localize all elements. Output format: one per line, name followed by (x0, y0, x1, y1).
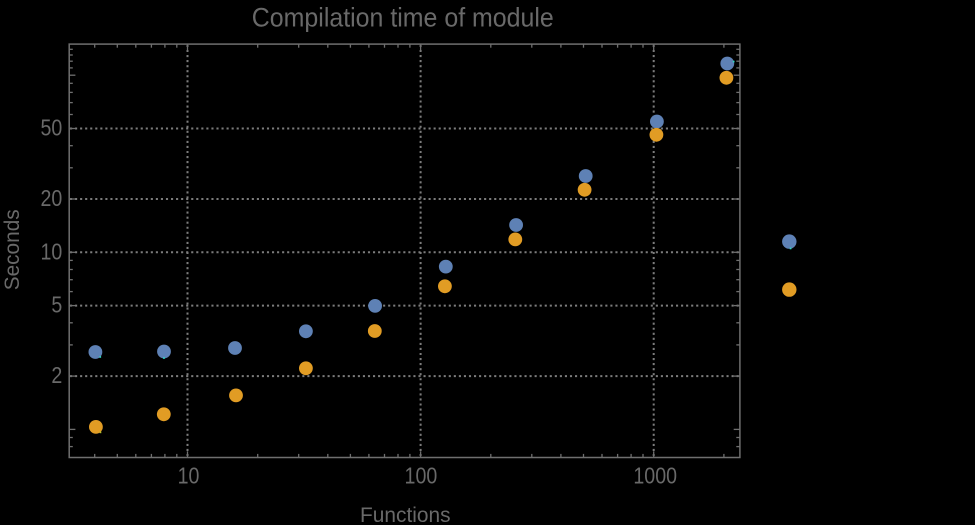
svg-text:Functions: Functions (360, 504, 451, 525)
svg-text:100: 100 (405, 462, 438, 488)
svg-text:2: 2 (51, 362, 62, 388)
svg-text:20: 20 (41, 185, 63, 211)
svg-text:5: 5 (51, 292, 62, 318)
svg-text:Seconds: Seconds (1, 209, 24, 290)
svg-text:10: 10 (178, 462, 200, 488)
svg-text:10: 10 (41, 238, 63, 264)
svg-text:1000: 1000 (633, 462, 677, 488)
svg-text:Compilation time of module: Compilation time of module (252, 3, 554, 33)
svg-text:50: 50 (41, 115, 63, 141)
